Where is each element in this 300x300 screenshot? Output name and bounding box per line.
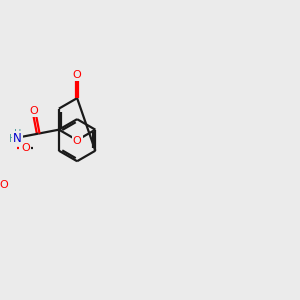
Text: O: O [21,143,30,153]
Text: H: H [9,134,16,144]
Text: O: O [73,136,82,146]
Text: N: N [13,132,22,145]
Text: O: O [0,180,8,190]
Text: H: H [14,129,21,139]
Text: O: O [73,70,82,80]
Text: N: N [14,133,22,142]
Text: O: O [29,106,38,116]
